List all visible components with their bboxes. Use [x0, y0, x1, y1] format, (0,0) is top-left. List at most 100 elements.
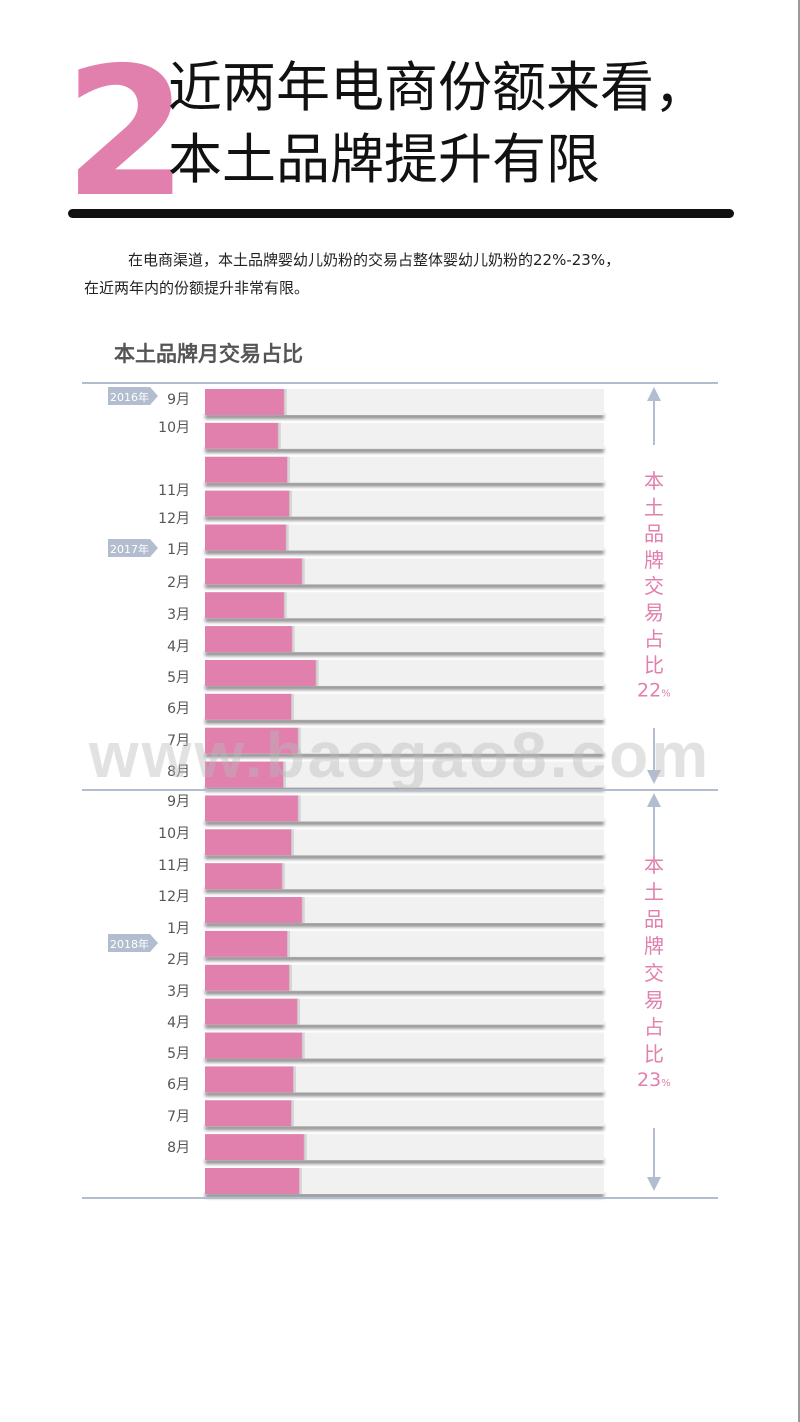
month-label: 8月: [167, 764, 190, 780]
month-label: 6月: [167, 1077, 190, 1093]
bar-shadow: [205, 989, 604, 995]
bar-4: [205, 490, 290, 517]
bar-edge: [298, 1168, 302, 1194]
month-label: 1月: [167, 921, 190, 937]
annotation-1-text: 本: [644, 469, 664, 493]
bar-shadow: [205, 1057, 604, 1063]
bar-edge: [296, 998, 300, 1025]
month-label: 9月: [167, 794, 190, 810]
bar-shadow: [205, 922, 604, 928]
bar-18: [205, 964, 290, 991]
headline-line-1: 近两年电商份额来看，: [168, 56, 708, 119]
section-number: 2: [64, 29, 188, 236]
annotation-char: 比: [644, 653, 664, 677]
year-tag-label: 2017年: [110, 542, 149, 556]
chart-title: 本土品牌月交易占比: [114, 341, 303, 366]
month-label: 8月: [167, 1140, 190, 1156]
bar-9: [205, 659, 317, 686]
annotation-2-text: 本: [644, 853, 664, 877]
annotation-value-number: 23: [637, 1069, 661, 1091]
month-label: 3月: [167, 984, 190, 1000]
bar-edge: [285, 524, 289, 551]
bar-shadow: [205, 1091, 604, 1097]
intro-line-1: 在电商渠道，本土品牌婴幼儿奶粉的交易占整体婴幼儿奶粉的22%-23%，: [128, 251, 621, 269]
bar-10: [205, 693, 292, 720]
bar-15: [205, 863, 283, 890]
bar-24: [205, 1168, 300, 1194]
arrow-up-icon: [647, 387, 661, 401]
month-label: 10月: [158, 826, 190, 842]
annotation-char: 占: [644, 1015, 664, 1039]
annotation-char: 比: [644, 1042, 664, 1066]
bar-edge: [301, 558, 305, 585]
bar-edge: [281, 863, 285, 890]
month-label: 11月: [158, 483, 190, 499]
bar-shadow: [205, 414, 604, 419]
bar-shadow: [205, 752, 604, 758]
bar-edge: [301, 1032, 305, 1059]
month-label: 4月: [167, 639, 190, 655]
bar-12: [205, 761, 285, 788]
month-label: 1月: [167, 542, 190, 558]
bar-23: [205, 1134, 305, 1161]
page-edge: [798, 0, 800, 1422]
bar-14: [205, 829, 292, 856]
bar-13: [205, 795, 299, 822]
arrow-down-icon: [647, 770, 661, 784]
month-label: 12月: [158, 889, 190, 905]
annotation-char: 品: [644, 907, 664, 931]
annotation-value-unit: %: [661, 1078, 671, 1089]
bar-edge: [290, 693, 294, 720]
bar-22: [205, 1100, 292, 1127]
annotation-value-unit: %: [661, 688, 671, 699]
intro-paragraph: 在电商渠道，本土品牌婴幼儿奶粉的交易占整体婴幼儿奶粉的22%-23%， 在近两年…: [84, 246, 724, 302]
headline-line-2: 本土品牌提升有限: [168, 128, 600, 191]
year-tag: [108, 387, 158, 405]
bar-2: [205, 422, 279, 449]
bar-shadow: [205, 515, 604, 521]
month-label: 9月: [167, 392, 190, 408]
year-tag: [108, 934, 158, 952]
bar-edge: [292, 1066, 296, 1093]
bar-edge: [301, 897, 305, 924]
bar-11: [205, 727, 299, 754]
month-label: 12月: [158, 511, 190, 527]
bar-shadow: [205, 481, 604, 487]
bar-shadow: [205, 583, 604, 589]
bar-edge: [288, 964, 292, 991]
bar-shadow: [205, 1125, 604, 1131]
bar-edge: [286, 930, 290, 957]
bar-3: [205, 456, 288, 483]
annotation-char: 牌: [644, 934, 664, 958]
month-label: 4月: [167, 1015, 190, 1031]
bar-shadow: [205, 447, 604, 453]
bar-20: [205, 1032, 303, 1059]
bar-shadow: [205, 955, 604, 961]
bar-21: [205, 1066, 294, 1093]
bar-shadow: [205, 1023, 604, 1029]
annotation-2-value: 23%: [637, 1069, 671, 1091]
bar-shadow: [205, 1193, 604, 1198]
year-tag: [108, 539, 158, 557]
annotation-value-number: 22: [637, 679, 661, 701]
year-tag-label: 2018年: [110, 937, 149, 951]
bar-shadow: [205, 1159, 604, 1165]
year-tag-label: 2016年: [110, 390, 149, 404]
month-label: 10月: [158, 420, 190, 436]
month-label: 6月: [167, 701, 190, 717]
month-label: 7月: [167, 733, 190, 749]
month-label: 7月: [167, 1109, 190, 1125]
bar-shadow: [205, 549, 604, 555]
arrow-down-icon: [647, 1177, 661, 1191]
bar-1: [205, 389, 285, 415]
bar-edge: [290, 829, 294, 856]
annotation-char: 品: [644, 522, 664, 546]
bar-shadow: [205, 888, 604, 894]
bar-6: [205, 558, 303, 585]
bar-edge: [315, 659, 319, 686]
headline-divider: [68, 209, 734, 218]
bar-19: [205, 998, 298, 1025]
bar-edge: [303, 1134, 307, 1161]
bar-edge: [291, 626, 295, 653]
